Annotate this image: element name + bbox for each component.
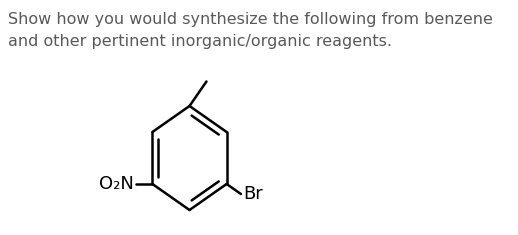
Text: O₂N: O₂N	[98, 175, 134, 193]
Text: and other pertinent inorganic/organic reagents.: and other pertinent inorganic/organic re…	[8, 34, 392, 49]
Text: Show how you would synthesize the following from benzene: Show how you would synthesize the follow…	[8, 12, 493, 27]
Text: Br: Br	[243, 185, 263, 203]
